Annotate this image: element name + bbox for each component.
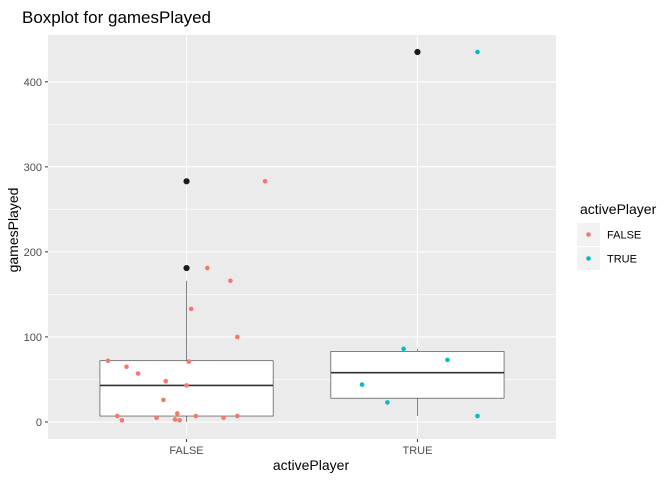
y-tick-label: 0: [36, 417, 42, 429]
jitter-point: [221, 415, 226, 421]
y-axis-ticks: 0 100 200 300 400: [24, 77, 48, 429]
y-tick-label: 300: [24, 162, 42, 174]
y-tick-label: 100: [24, 332, 42, 344]
jitter-point: [401, 346, 406, 352]
jitter-point: [205, 265, 210, 271]
jitter-point: [385, 400, 390, 405]
jitter-point: [262, 178, 268, 184]
jitter-point: [161, 397, 166, 403]
box-iqr: [99, 360, 274, 417]
outlier-point: [183, 264, 190, 272]
legend-entry-label: TRUE: [607, 254, 637, 266]
x-tick-label: TRUE: [402, 445, 432, 457]
legend-key-swatch: [586, 232, 591, 237]
jitter-point: [124, 364, 129, 370]
x-axis-title: activePlayer: [273, 457, 350, 473]
jitter-point: [235, 334, 240, 340]
x-tick-label: FALSE: [169, 445, 203, 457]
jitter-point: [445, 357, 450, 363]
legend-key-swatch: [586, 256, 591, 261]
jitter-point: [177, 417, 182, 423]
y-axis-title: gamesPlayed: [5, 188, 21, 273]
jitter-point: [135, 371, 141, 376]
outlier-layer: [183, 48, 421, 272]
jitter-point: [475, 49, 480, 55]
jitter-point: [184, 383, 189, 388]
jitter-point: [359, 382, 365, 387]
box-iqr: [330, 351, 505, 399]
jitter-point: [228, 278, 233, 284]
jitter-point: [163, 378, 169, 384]
jitter-point: [172, 417, 178, 422]
y-tick-label: 200: [24, 247, 42, 259]
y-tick-label: 400: [24, 77, 42, 89]
chart-title: Boxplot for gamesPlayed: [22, 8, 211, 27]
jitter-point-layer: [105, 49, 480, 423]
jitter-point: [119, 417, 125, 423]
outlier-point: [183, 178, 190, 185]
legend-entry-label: FALSE: [607, 230, 641, 242]
jitter-point: [235, 413, 240, 419]
jitter-point: [193, 413, 199, 419]
x-axis-ticks: FALSE TRUE: [169, 439, 432, 457]
jitter-point: [114, 413, 120, 419]
jitter-point: [188, 306, 194, 312]
jitter-point: [175, 411, 180, 416]
jitter-point: [105, 358, 111, 364]
legend: activePlayer FALSE TRUE: [577, 201, 657, 270]
box-layer: [99, 280, 505, 422]
jitter-point: [154, 415, 159, 421]
legend-title: activePlayer: [580, 201, 657, 217]
jitter-point: [475, 413, 480, 419]
jitter-point: [186, 359, 192, 364]
outlier-point: [414, 48, 421, 56]
